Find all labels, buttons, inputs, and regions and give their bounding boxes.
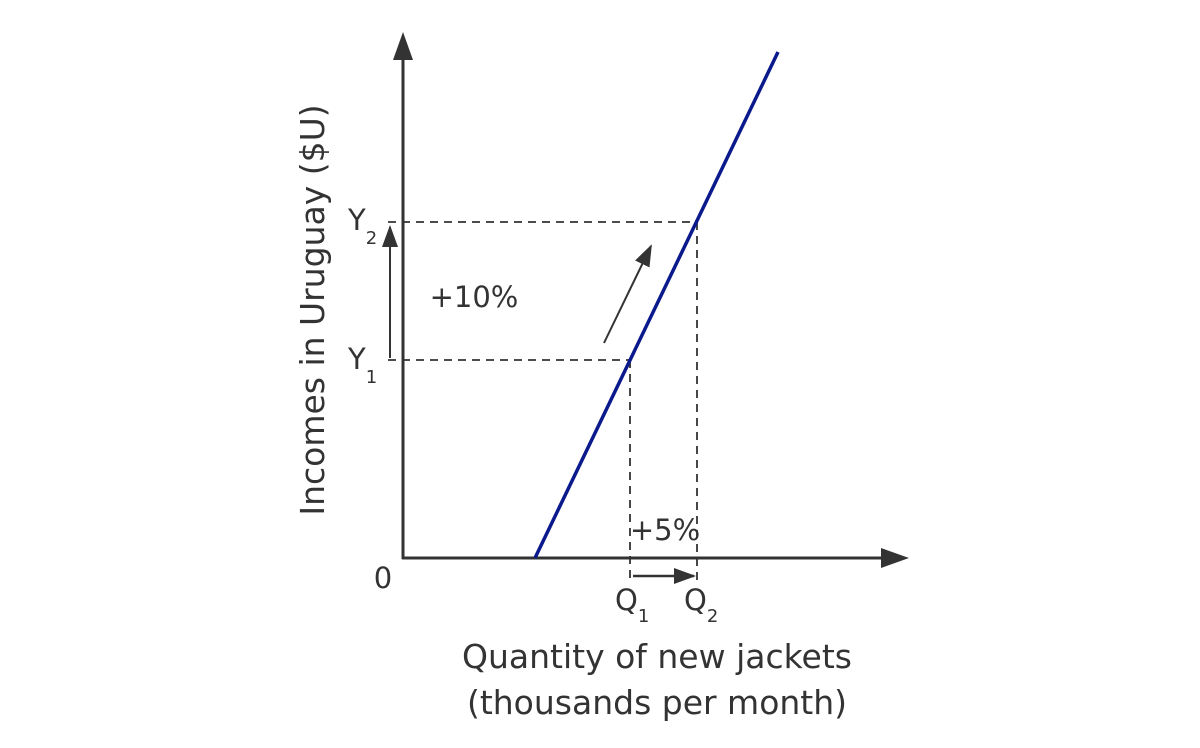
shift-arrow [603,244,652,344]
subscript: 1 [638,606,649,627]
x-axis-label: (thousands per month) [467,683,847,722]
x-axis-label: Quantity of new jackets [462,637,852,676]
y-axis-label: Incomes in Uruguay ($U) [293,104,332,515]
letter: Y [347,203,366,237]
income-change: +10% [430,280,519,314]
origin-label: 0 [374,561,392,595]
y-level-label: Y1 [347,342,377,388]
subscript: 2 [707,606,718,627]
letter: Y [347,342,366,376]
y-level-label: Y2 [347,203,377,249]
quantity-change: +5% [630,513,700,547]
engel-curve [533,51,780,559]
guide-lines [388,221,698,582]
letter: Q [615,583,638,617]
x-level-label: Q2 [684,583,718,627]
subscript: 2 [366,228,377,249]
letter: Q [684,583,707,617]
x-level-label: Q1 [615,583,649,627]
subscript: 1 [366,367,377,388]
